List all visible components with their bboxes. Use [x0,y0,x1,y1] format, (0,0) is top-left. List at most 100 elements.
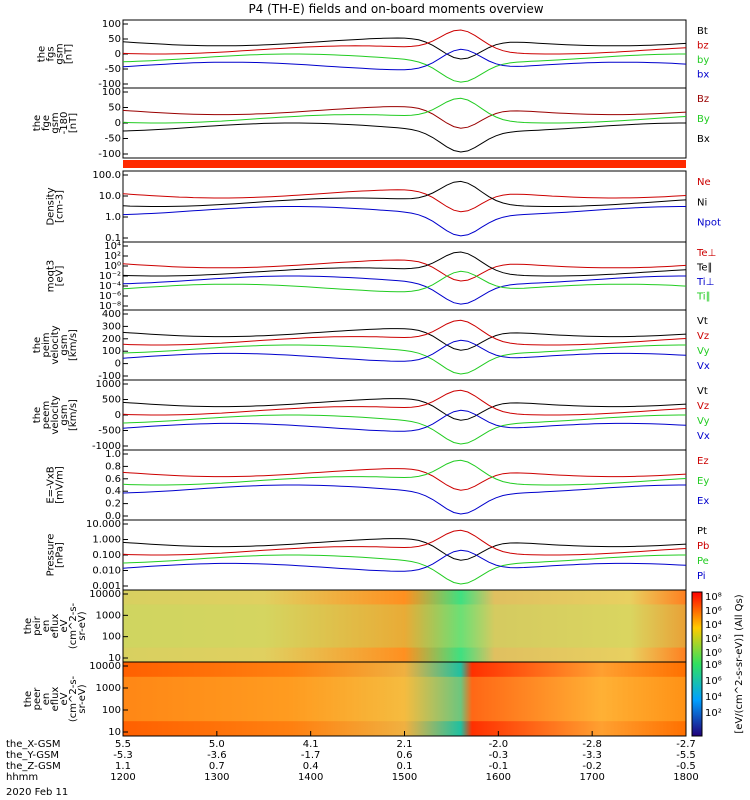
ylabel-line: [nT] [68,113,79,133]
xtick-y: 0.6 [397,750,413,761]
ylabel-line: gsm [59,334,70,355]
ytick-label: 1000 [96,683,121,694]
ytick-label: -500 [98,426,121,437]
legend-Te∥: Te∥ [696,263,713,274]
ytick-label: 0.6 [105,474,121,485]
ylabel-line: [mV/m] [55,466,66,504]
ytick-label: 0.8 [105,461,121,472]
xtick-z: 0.7 [209,761,225,772]
ytick-label: 1.000 [92,535,121,546]
trace-Vz [122,389,687,416]
legend-Pe: Pe [697,556,709,567]
ytick-label: 0.010 [92,566,121,577]
panel-peer: 10000 1000 100 10 thepeerenefluxeV(cm^2-s-sr… [23,661,687,738]
legend-Te⊥: Te⊥ [696,248,716,259]
ylabel-line: en [41,620,52,633]
trace-Ti⊥ [122,275,686,305]
legend-Pb: Pb [697,541,709,552]
trace-Pe [122,554,686,585]
ytick-label: 10⁻⁸ [99,301,121,312]
ylabel-line: Pressure [46,534,57,577]
trace-Te∥ [122,251,687,277]
legend-Ti∥: Ti∥ [696,292,711,303]
ytick-label: -100 [98,79,121,90]
ytick-label: 300 [102,321,121,332]
colorbar-tick: 10² [705,634,722,645]
spectrogram-band [123,604,686,648]
colorbar-tick: 10⁶ [705,606,722,617]
xtick-z: -0.1 [489,761,509,772]
xtick-hhmm: 1200 [110,772,135,783]
ytick-label: 0 [115,118,121,129]
trace-By [122,97,687,124]
legend-Vy: Vy [697,346,710,357]
ylabel-line: fgs [46,46,57,61]
ylabel-line: the [32,115,43,131]
legend-Vy: Vy [697,416,710,427]
xtick-x: 5.5 [115,739,131,750]
chart-title: P4 (TH-E) fields and on-board moments ov… [248,2,543,16]
xtick-z: 0.1 [397,761,413,772]
panel-frame-temp [122,241,687,311]
ytick-label: 200 [102,334,121,345]
ytick-label: 10 [108,727,121,738]
xtick-x: 5.0 [209,739,225,750]
trace-Bt [122,37,687,60]
ytick-label: 100 [102,346,121,357]
legend-by: by [697,55,709,66]
spectrogram-peir [123,590,686,662]
ytick-label: 0.2 [105,499,121,510]
legend-Bx: Bx [697,134,710,145]
ylabel-line: velocity [50,395,61,434]
panel-peem: 1000 500 0 -500 -1000 thepeemvelocitygsm[km/s… [32,379,710,452]
legend-Ni: Ni [697,197,707,208]
ytick-label: 100 [102,705,121,716]
xtick-y: -0.3 [489,750,509,761]
panel-efield: 1.00.8 0.60.4 0.20.0 E=-VxB[mV/m] Ez Ey Ex [46,449,710,522]
orbit-bar [123,160,686,168]
legend-Ex: Ex [697,496,709,507]
ylabel-line: [nT] [64,44,75,64]
ylabel-line: [nPa] [55,542,66,568]
ytick-label: 1.0 [105,449,121,460]
ytick-label: 400 [102,309,121,320]
ylabel-line: the [23,691,34,707]
ytick-label: 10.0 [99,191,121,202]
ylabel-line: fge [41,115,52,131]
ylabel-line: peim [41,332,52,357]
ylabel-line: eV [59,619,70,632]
trace-Bz [122,106,687,129]
ytick-label: 0 [115,359,121,370]
xtick-y: -3.3 [582,750,602,761]
ytick-label: 100 [102,632,121,643]
ytick-label: 0.100 [92,550,121,561]
trace-Npot [122,206,686,237]
legend-Vx: Vx [697,431,710,442]
legend-Vz: Vz [697,401,709,412]
xtick-hhmm: 1600 [486,772,511,783]
ylabel-line: [eV] [55,266,66,287]
colorbar-tick: 10⁸ [705,660,722,671]
ytick-label: -100 [98,149,121,160]
xtick-y: -5.3 [113,750,133,761]
legend-Pi: Pi [697,571,706,582]
trace-Vy [122,344,686,375]
colorbar [691,591,703,737]
trace-Vz [122,319,687,346]
ytick-label: 10⁰ [104,261,121,272]
xaxis-row-label: hhmm [6,772,38,783]
trace-Vt [122,328,687,351]
trace-Ni [122,180,687,207]
legend-By: By [697,114,710,125]
xtick-x: -2.0 [489,739,509,750]
ytick-label: 10.000 [86,519,121,530]
trace-Vx [122,339,687,362]
panel-frame-fgs [122,19,687,89]
ytick-label: -100 [98,371,121,382]
ylabel-line: [km/s] [68,399,79,431]
ytick-label: 0 [115,49,121,60]
ylabel-line: the [23,618,34,634]
colorbar-tick: 10⁸ [705,592,722,603]
